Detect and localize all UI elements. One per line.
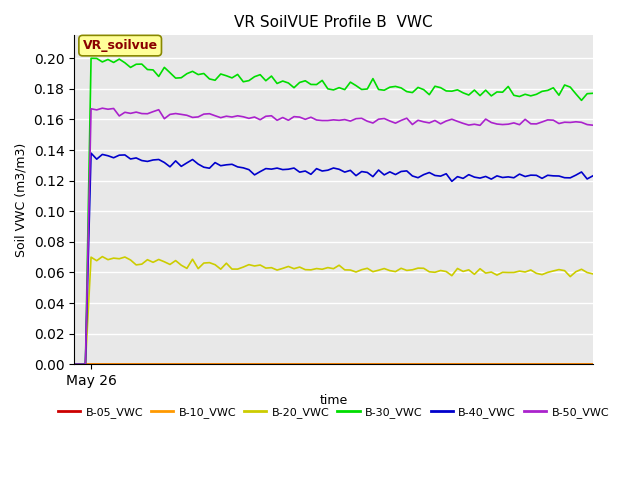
Text: VR_soilvue: VR_soilvue xyxy=(83,39,157,52)
Legend: B-05_VWC, B-10_VWC, B-20_VWC, B-30_VWC, B-40_VWC, B-50_VWC: B-05_VWC, B-10_VWC, B-20_VWC, B-30_VWC, … xyxy=(53,403,614,422)
Y-axis label: Soil VWC (m3/m3): Soil VWC (m3/m3) xyxy=(15,143,28,257)
X-axis label: time: time xyxy=(319,394,348,407)
Title: VR SoilVUE Profile B  VWC: VR SoilVUE Profile B VWC xyxy=(234,15,433,30)
